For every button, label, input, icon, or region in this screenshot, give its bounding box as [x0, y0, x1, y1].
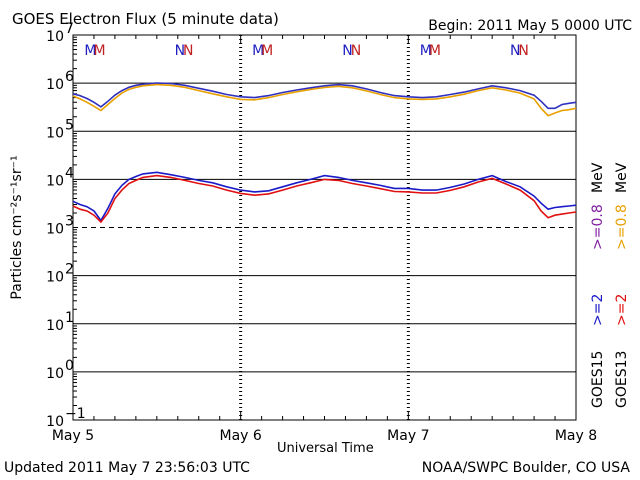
series-line-3 — [72, 174, 577, 224]
y-tick-label: 10 — [46, 366, 64, 382]
credit-text: NOAA/SWPC Boulder, CO USA — [421, 460, 630, 476]
event-marker: M — [261, 43, 273, 59]
event-marker: M — [420, 43, 432, 59]
event-marker: M — [94, 43, 106, 59]
series-line-0 — [72, 82, 577, 110]
y-tick-exponent: 2 — [65, 262, 74, 278]
legend-text: >=0.8 — [614, 204, 630, 250]
event-marker: N — [510, 43, 520, 59]
legend-text: GOES13 — [614, 351, 630, 408]
event-marker: M — [252, 43, 264, 59]
x-tick-label: May 5 — [52, 428, 94, 444]
updated-timestamp: Updated 2011 May 7 23:56:03 UTC — [4, 460, 250, 476]
legend-text: >=0.8 — [590, 204, 606, 250]
y-tick-exponent: 3 — [65, 214, 74, 230]
x-axis-label: Universal Time — [277, 441, 374, 456]
legend-text: MeV — [614, 162, 630, 193]
y-tick-label: 10 — [46, 173, 64, 189]
y-tick-label: 10 — [46, 222, 64, 238]
event-marker: N — [351, 43, 361, 59]
y-tick-label: 10 — [46, 270, 64, 286]
begin-time: Begin: 2011 May 5 0000 UTC — [428, 18, 632, 34]
y-tick-label: 10 — [46, 77, 64, 93]
x-tick-label: May 8 — [555, 428, 597, 444]
y-tick-label: 10 — [46, 318, 64, 334]
chart-title: GOES Electron Flux (5 minute data) — [12, 10, 279, 28]
legend-text: >=2 — [590, 294, 606, 326]
y-tick-exponent: 1 — [65, 310, 74, 326]
legend-text: GOES15 — [590, 351, 606, 408]
event-marker: N — [183, 43, 193, 59]
x-tick-label: May 7 — [387, 428, 429, 444]
y-axis-label: Particles cm⁻²s⁻¹sr⁻¹ — [9, 155, 25, 299]
y-tick-exponent: 6 — [65, 69, 74, 85]
series-line-1 — [72, 83, 577, 117]
y-tick-exponent: −1 — [65, 406, 86, 422]
legend-text: MeV — [590, 162, 606, 193]
event-marker: M — [84, 43, 96, 59]
y-tick-exponent: 7 — [65, 21, 74, 37]
series-line-2 — [72, 171, 577, 222]
event-marker: M — [429, 43, 441, 59]
event-marker: N — [518, 43, 528, 59]
y-tick-exponent: 4 — [65, 165, 74, 181]
x-tick-label: May 6 — [220, 428, 262, 444]
y-tick-exponent: 5 — [65, 117, 74, 133]
y-tick-label: 10 — [46, 125, 64, 141]
legend-text: >=2 — [614, 294, 630, 326]
y-tick-exponent: 0 — [65, 358, 74, 374]
y-tick-label: 10 — [46, 414, 64, 430]
event-marker: N — [175, 43, 185, 59]
event-marker: N — [342, 43, 352, 59]
y-tick-label: 10 — [46, 29, 64, 45]
